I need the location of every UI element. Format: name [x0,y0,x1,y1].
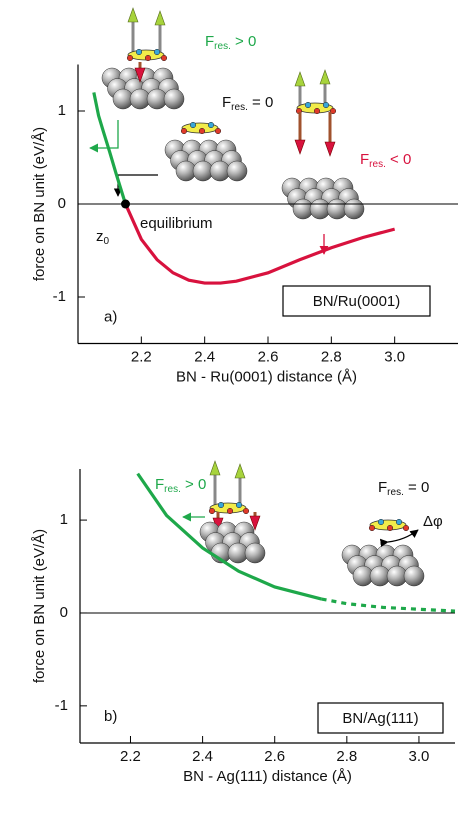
x-axis-label: BN - Ru(0001) distance (Å) [176,368,357,385]
box-label: BN/Ag(111) [342,710,418,727]
y-axis-label: force on BN unit (eV/Å) [31,529,48,683]
bn-atom [208,507,216,515]
data-line [321,597,456,613]
text-rest: < 0 [386,151,411,168]
x-tick-label: 2.2 [131,348,152,365]
y-tick-label: -1 [55,697,68,714]
text-sub: res. [164,484,181,495]
bn-atom [386,524,394,532]
text-sub: res. [369,159,386,170]
force-label: Fres. < 0 [360,151,411,170]
x-axis-label: BN - Ag(111) distance (Å) [183,768,352,785]
point-label: equilibrium [140,215,213,232]
x-tick-label: 3.0 [409,748,430,765]
x-tick-label: 2.4 [194,348,215,365]
force-head [324,141,336,157]
annotation-arrow [113,174,158,197]
bn-atom [304,101,312,109]
bn-atom [180,127,188,135]
bn-atom [126,54,134,62]
text-main: F [360,151,369,168]
text-main: F [222,94,231,111]
force-label: Fres. = 0 [378,479,429,498]
text-main: F [378,479,387,496]
force-head [249,515,261,531]
z0-label: z0 [96,228,110,247]
data-line [92,92,128,205]
box-label: BN/Ru(0001) [313,293,401,310]
bn-atom [153,48,161,56]
text-sub: res. [231,102,248,113]
rotation-arrow [380,529,419,548]
text-sub: res. [387,487,404,498]
y-tick-label: 1 [60,511,68,528]
text-sub: 0 [104,236,110,247]
atom-ball [343,198,365,220]
panel-label: b) [104,708,117,725]
y-tick-label: 1 [58,102,66,119]
atom-ball [403,565,425,587]
bn-atom [198,127,206,135]
text-rest: = 0 [404,479,429,496]
rotation-label: Δφ [423,513,443,530]
bn-atom [377,518,385,526]
bn-atom [322,101,330,109]
bn-atom [144,54,152,62]
text-rest: = 0 [248,94,273,111]
bn-atom [189,121,197,129]
text-main: z [96,228,104,245]
force-head [294,71,306,87]
text-sub: res. [214,41,231,52]
atom-ball [226,160,248,182]
x-tick-label: 2.2 [120,748,141,765]
bn-atom [135,48,143,56]
x-tick-label: 2.4 [192,748,213,765]
text-main: F [205,33,214,50]
text-main: F [155,476,164,493]
equilibrium-point [121,199,130,209]
force-head [294,139,306,155]
force-head [134,67,146,83]
y-tick-label: 0 [60,604,68,621]
force-label: Fres. > 0 [205,33,256,52]
bn-atom [235,501,243,509]
bn-atom [313,107,321,115]
annotation-arrow [89,120,119,153]
bn-atom [160,54,168,62]
bn-atom [226,507,234,515]
force-label: Fres. = 0 [222,94,273,113]
force-label: Fres. > 0 [155,476,206,495]
force-head [319,69,331,85]
y-tick-label: -1 [53,288,66,305]
x-tick-label: 2.8 [321,348,342,365]
bn-atom [242,507,250,515]
bn-atom [217,501,225,509]
text-rest: > 0 [181,476,206,493]
x-tick-label: 2.6 [258,348,279,365]
atom-ball [163,88,185,110]
bn-atom [395,518,403,526]
x-tick-label: 2.6 [264,748,285,765]
bn-atom [329,107,337,115]
x-tick-label: 3.0 [384,348,405,365]
y-axis-label: force on BN unit (eV/Å) [31,127,48,281]
force-head [154,10,166,26]
panel-label: a) [104,308,117,325]
text-rest: > 0 [231,33,256,50]
data-line [136,472,322,601]
x-tick-label: 2.8 [336,748,357,765]
bn-atom [214,127,222,135]
label-box [282,285,431,317]
bn-atom [207,121,215,129]
y-tick-label: 0 [58,195,66,212]
force-head [209,460,221,476]
force-head [127,7,139,23]
bn-atom [402,524,410,532]
atom-ball [244,542,266,564]
data-line [124,203,396,285]
bn-atom [368,524,376,532]
label-box [317,702,444,734]
force-head [234,463,246,479]
